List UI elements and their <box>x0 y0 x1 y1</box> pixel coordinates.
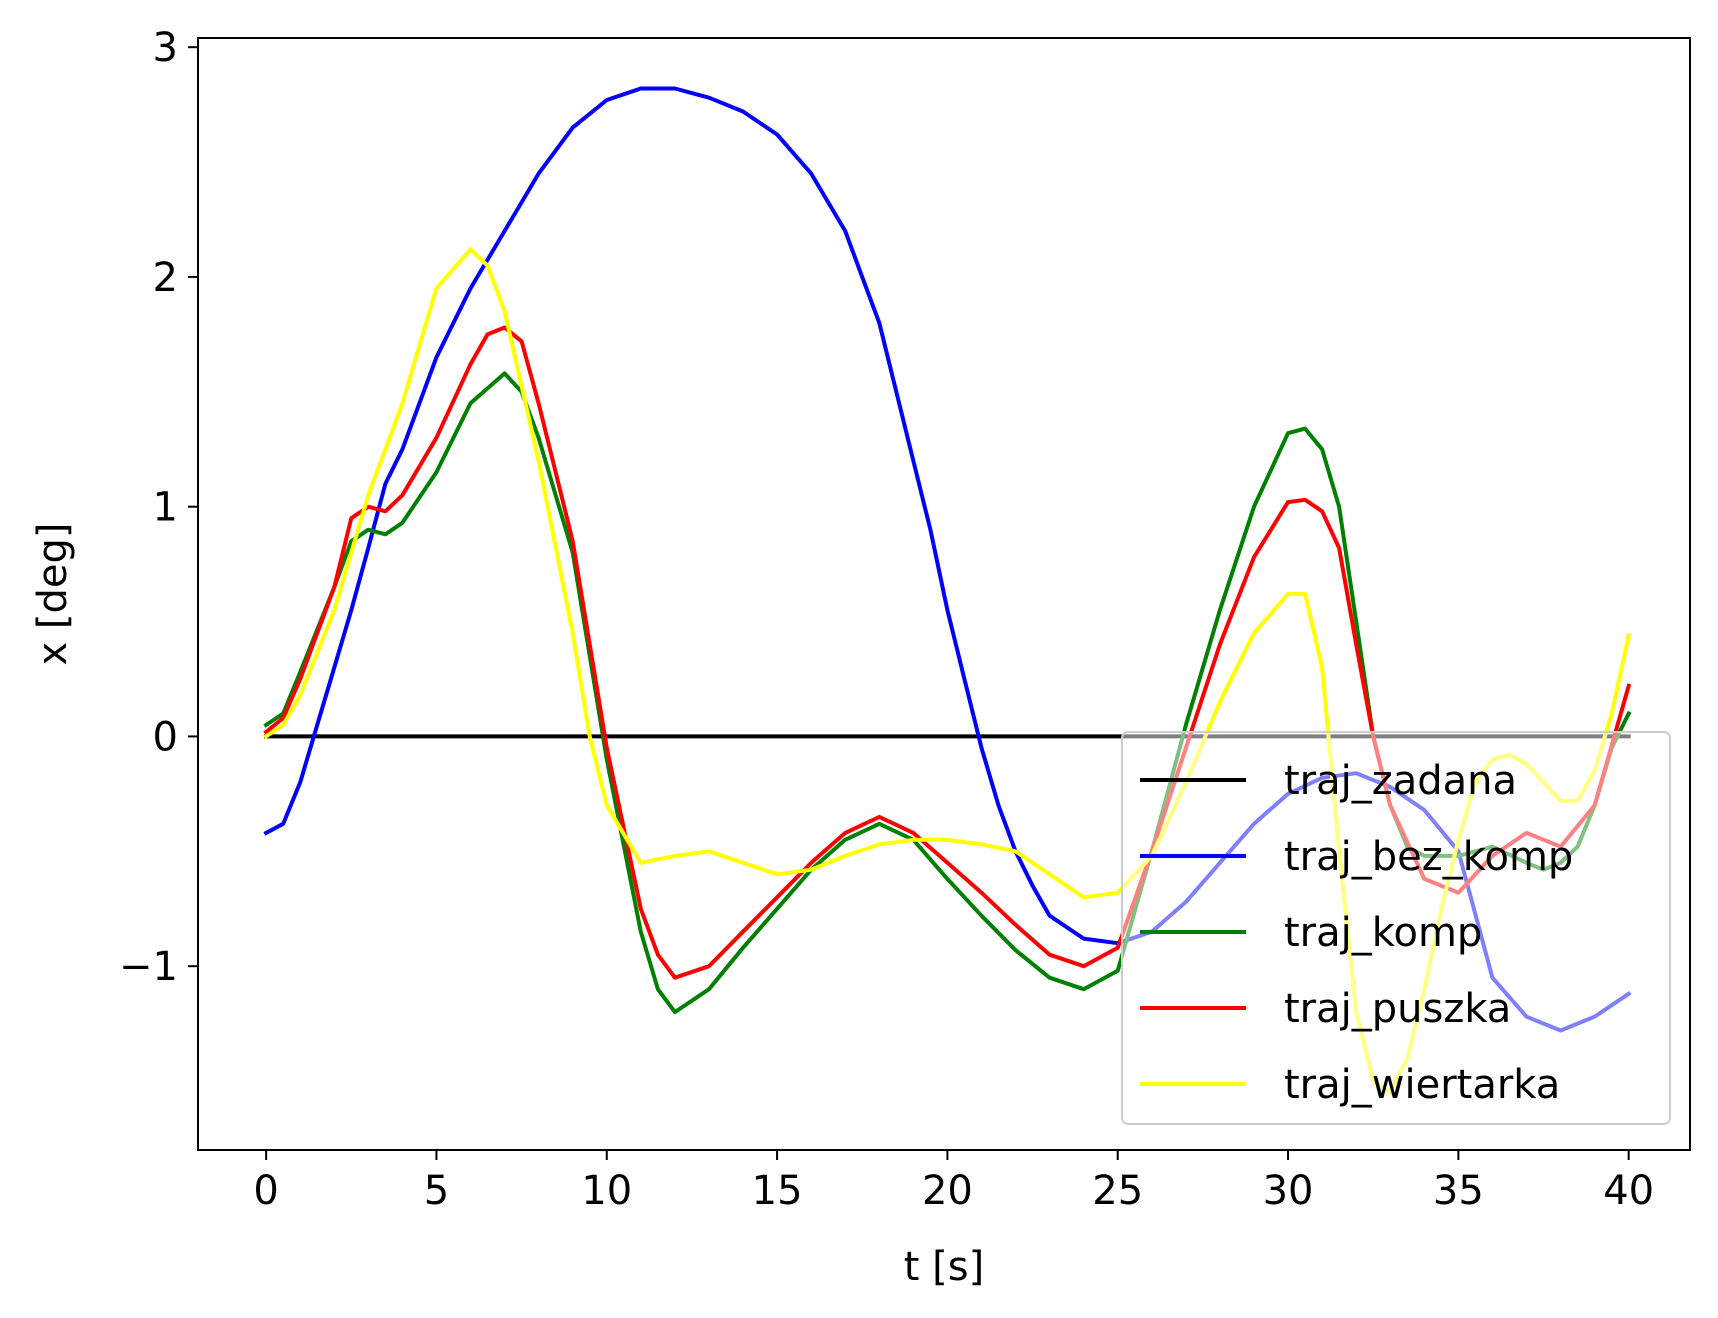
y-tick-label: 2 <box>153 255 178 301</box>
x-axis: 0 5 10 15 20 25 30 35 40 <box>253 1150 1654 1214</box>
legend-box <box>1121 731 1671 1125</box>
plot-frame <box>197 37 1691 1151</box>
x-tick-label: 10 <box>581 1168 632 1214</box>
legend-label: traj_bez_komp <box>1284 834 1573 880</box>
x-tick-label: 5 <box>424 1168 449 1214</box>
y-tick-label: 0 <box>153 714 178 760</box>
x-tick-label: 40 <box>1603 1168 1654 1214</box>
x-axis-label: t [s] <box>904 1244 984 1290</box>
x-tick-label: 0 <box>253 1168 278 1214</box>
legend-label: traj_puszka <box>1284 986 1511 1032</box>
y-tick-label: 1 <box>153 485 178 531</box>
x-tick-label: 35 <box>1433 1168 1484 1214</box>
y-axis-label: x [deg] <box>30 523 76 666</box>
x-tick-label: 15 <box>752 1168 803 1214</box>
y-tick-label: −1 <box>119 944 178 990</box>
x-tick-label: 30 <box>1263 1168 1314 1214</box>
y-axis: −1 0 1 2 3 <box>119 25 198 990</box>
x-tick-label: 25 <box>1092 1168 1143 1214</box>
series-line-traj_puszka <box>263 325 1632 980</box>
legend-label: traj_wiertarka <box>1284 1062 1560 1108</box>
legend: traj_zadana traj_bez_komp traj_komp traj_pu… <box>1121 731 1671 1125</box>
legend-label: traj_komp <box>1284 910 1482 956</box>
legend-label: traj_zadana <box>1284 758 1517 804</box>
y-tick-label: 3 <box>153 25 178 71</box>
x-tick-label: 20 <box>922 1168 973 1214</box>
